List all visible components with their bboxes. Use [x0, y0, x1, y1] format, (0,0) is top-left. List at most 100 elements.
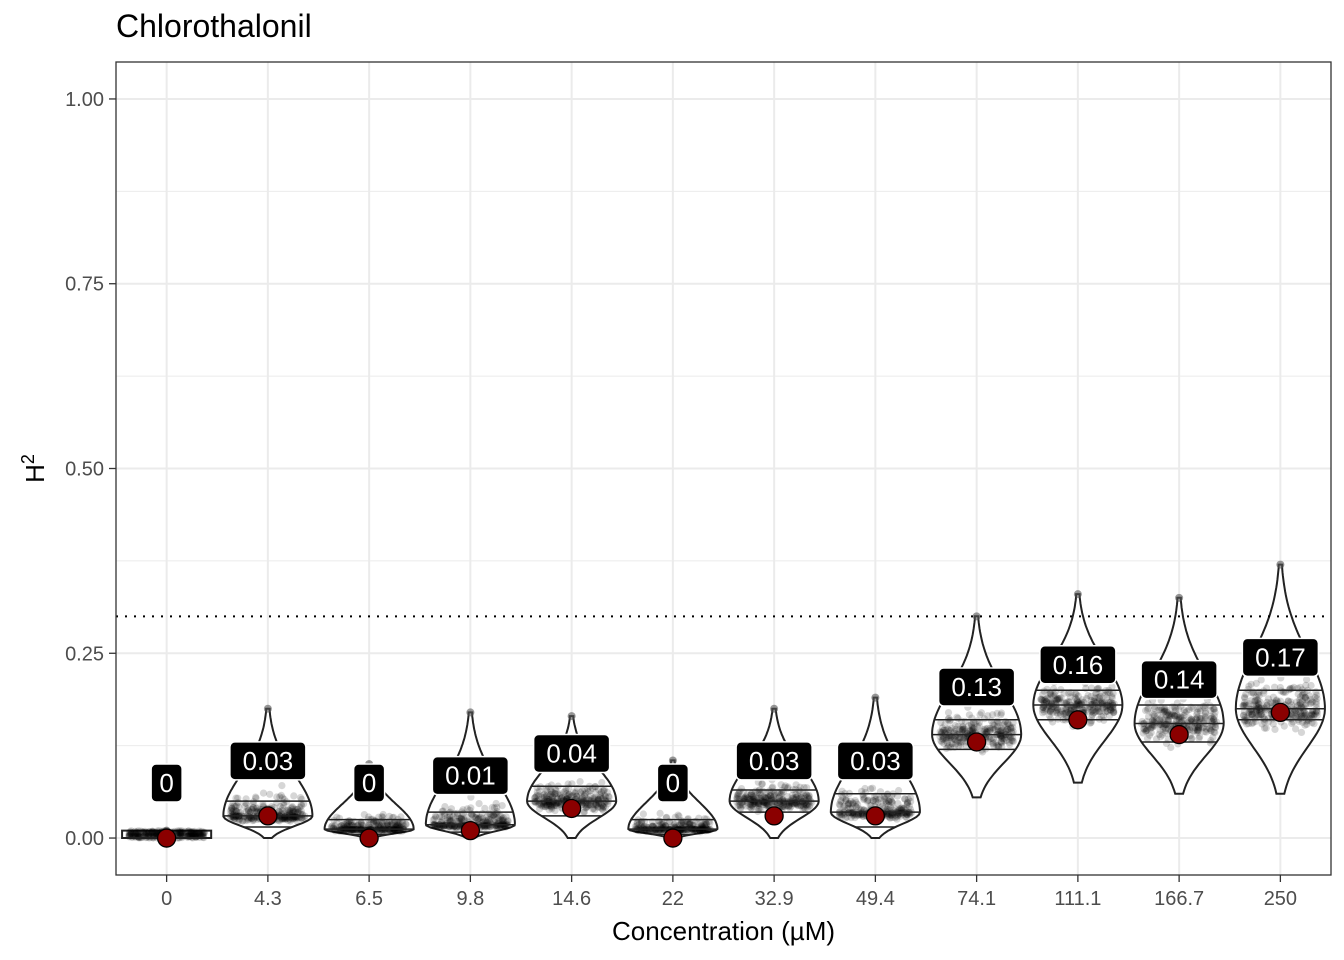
jitter-point	[1161, 704, 1169, 713]
jitter-point	[678, 819, 686, 827]
jitter-point	[991, 725, 999, 733]
jitter-point	[767, 789, 775, 797]
jitter-point	[1156, 726, 1164, 735]
jitter-point	[1301, 721, 1309, 729]
jitter-point	[1143, 734, 1152, 743]
jitter-point	[793, 800, 801, 808]
jitter-point	[597, 804, 605, 812]
jitter-point	[1205, 724, 1213, 732]
jitter-point	[1008, 728, 1016, 736]
jitter-point	[987, 717, 995, 725]
jitter-point	[565, 791, 573, 799]
jitter-point	[943, 739, 952, 747]
jitter-point	[531, 794, 539, 802]
jitter-point	[343, 823, 351, 831]
jitter-point	[675, 821, 683, 830]
jitter-point	[583, 802, 591, 811]
jitter-point	[131, 829, 139, 837]
jitter-point	[604, 800, 612, 808]
jitter-point	[602, 793, 610, 801]
jitter-point	[773, 800, 781, 808]
jitter-point	[393, 821, 401, 829]
jitter-point	[901, 795, 909, 803]
jitter-point	[1142, 727, 1150, 736]
jitter-point	[488, 803, 496, 812]
jitter-point	[900, 805, 908, 813]
jitter-point	[279, 794, 287, 802]
jitter-point	[883, 806, 891, 814]
jitter-point	[685, 820, 693, 829]
jitter-point	[882, 799, 890, 808]
jitter-point	[967, 721, 976, 729]
jitter-point	[1173, 715, 1181, 724]
jitter-point	[125, 829, 133, 837]
jitter-point	[1161, 714, 1169, 723]
jitter-point	[1085, 704, 1093, 712]
jitter-point	[849, 811, 857, 819]
jitter-point	[1108, 704, 1117, 712]
jitter-point	[886, 813, 894, 822]
jitter-point	[785, 802, 794, 810]
jitter-point	[142, 830, 151, 838]
jitter-point	[1248, 712, 1256, 720]
jitter-point	[1007, 724, 1015, 732]
jitter-point	[1145, 722, 1153, 730]
jitter-point	[999, 721, 1007, 729]
jitter-point	[370, 818, 378, 827]
jitter-point	[1081, 704, 1089, 712]
jitter-point	[994, 719, 1003, 727]
jitter-point	[943, 734, 951, 743]
jitter-point	[883, 811, 891, 820]
jitter-point	[1192, 715, 1200, 723]
jitter-point	[584, 802, 592, 810]
jitter-point	[596, 790, 604, 798]
jitter-point	[762, 794, 770, 802]
jitter-point	[598, 801, 606, 809]
jitter-point	[696, 828, 705, 836]
jitter-point	[993, 742, 1001, 750]
jitter-point	[762, 789, 770, 797]
jitter-point	[248, 814, 256, 823]
jitter-point	[438, 807, 446, 815]
jitter-point	[349, 822, 357, 830]
jitter-point	[994, 741, 1002, 750]
jitter-point	[1255, 712, 1263, 720]
jitter-point	[861, 784, 869, 793]
jitter-point	[1090, 698, 1098, 706]
jitter-point	[845, 799, 853, 808]
jitter-point	[994, 727, 1003, 735]
jitter-point	[284, 806, 292, 814]
jitter-point	[733, 793, 741, 801]
jitter-point	[1272, 697, 1280, 705]
jitter-point	[1193, 722, 1201, 730]
jitter-point	[285, 809, 293, 817]
jitter-point	[851, 814, 859, 822]
jitter-point	[1256, 698, 1264, 706]
jitter-point	[504, 817, 512, 826]
jitter-point	[703, 820, 711, 828]
jitter-point	[244, 807, 252, 815]
jitter-point	[960, 733, 968, 742]
jitter-point	[439, 822, 447, 830]
jitter-point	[1202, 728, 1210, 736]
jitter-point	[1249, 701, 1258, 709]
jitter-point	[1211, 724, 1220, 732]
jitter-point	[228, 811, 236, 819]
jitter-point	[674, 811, 682, 819]
jitter-point	[1258, 720, 1266, 728]
jitter-point	[1299, 690, 1307, 698]
jitter-point	[1308, 699, 1316, 707]
jitter-point	[757, 794, 765, 802]
jitter-point	[984, 727, 992, 735]
jitter-point	[1091, 698, 1099, 706]
jitter-point	[289, 804, 297, 812]
y-axis-title-main: H	[20, 464, 50, 483]
jitter-point	[698, 822, 706, 830]
jitter-point	[548, 805, 556, 813]
jitter-point	[232, 794, 240, 802]
jitter-point	[190, 830, 198, 838]
jitter-point	[859, 793, 867, 801]
jitter-point	[599, 803, 607, 811]
jitter-point	[231, 802, 240, 811]
jitter-point	[589, 794, 597, 802]
